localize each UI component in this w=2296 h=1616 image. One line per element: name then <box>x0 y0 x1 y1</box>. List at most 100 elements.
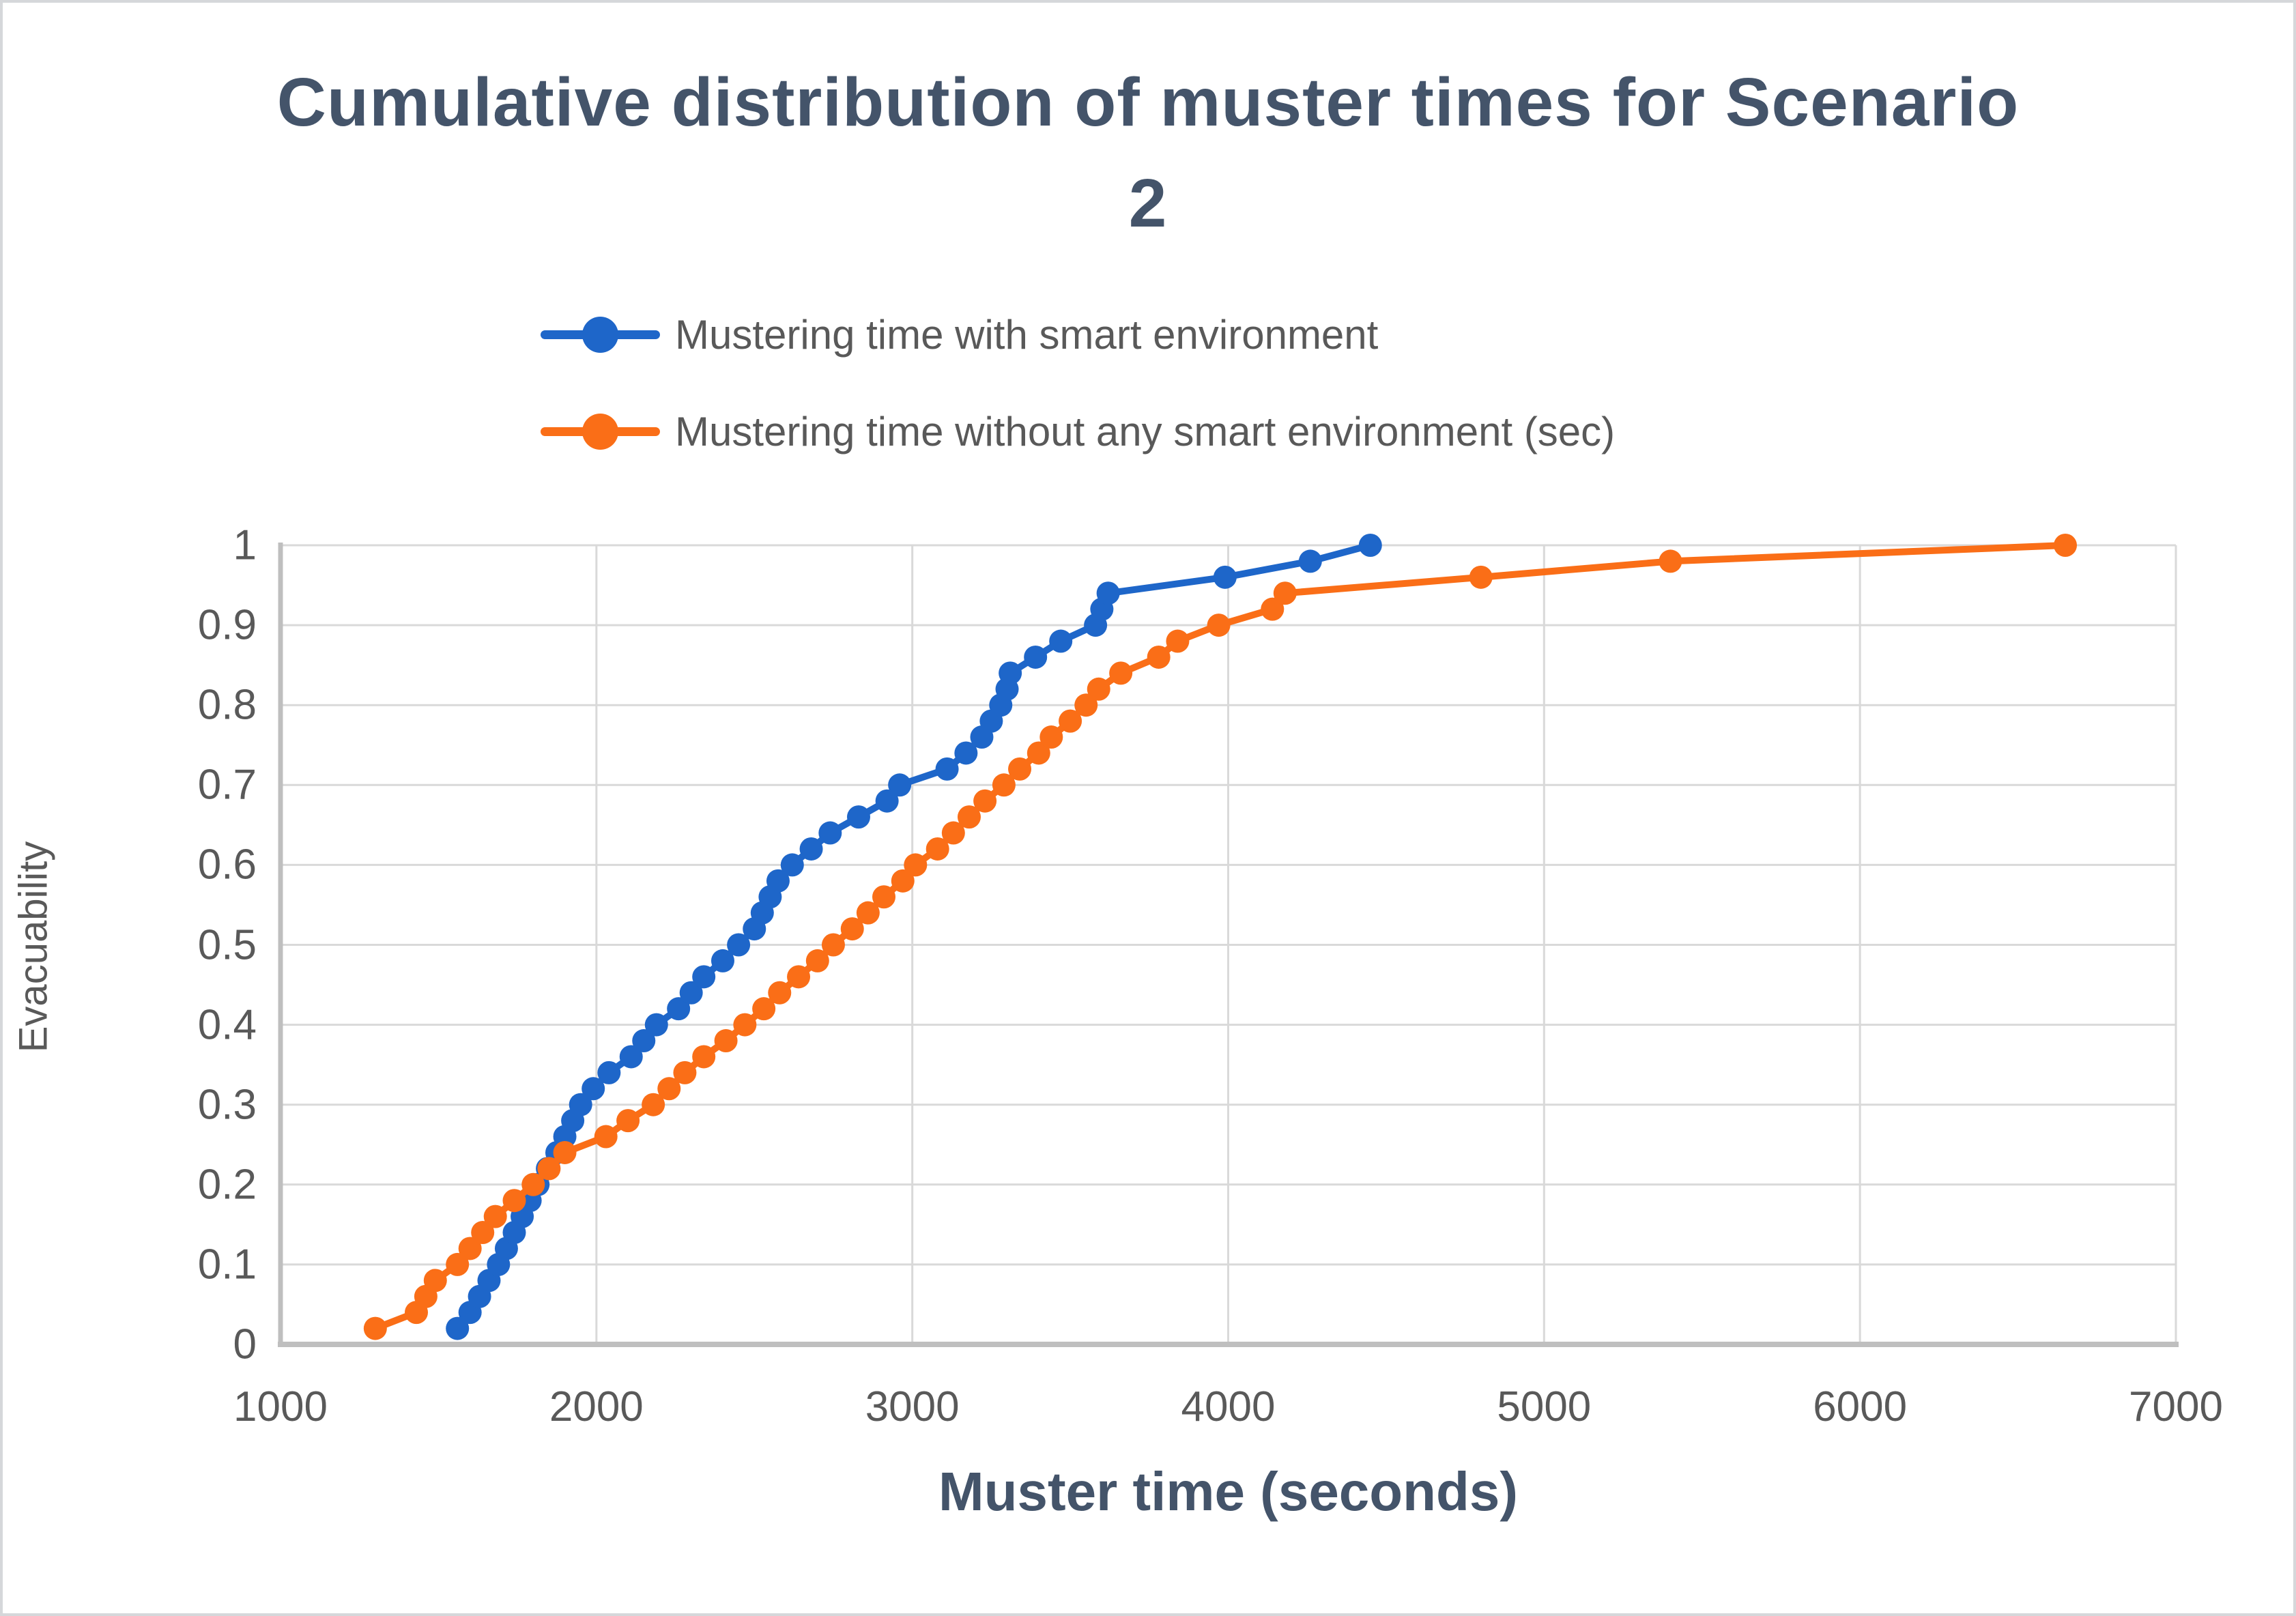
y-tick-label: 1 <box>233 521 257 569</box>
series-marker-1 <box>673 1060 697 1084</box>
series-marker-1 <box>733 1013 757 1037</box>
series-marker-1 <box>502 1189 526 1213</box>
series-marker-0 <box>597 1060 621 1084</box>
legend-item-smart: Mustering time with smart environment <box>541 300 1615 369</box>
series-marker-1 <box>891 869 915 893</box>
series-marker-0 <box>1358 534 1382 557</box>
series-marker-1 <box>1074 693 1098 717</box>
series-marker-0 <box>727 933 751 957</box>
series-marker-1 <box>657 1077 681 1101</box>
series-marker-0 <box>632 1029 656 1053</box>
series-marker-1 <box>856 901 880 925</box>
series-marker-1 <box>872 885 896 909</box>
series-marker-0 <box>888 773 912 797</box>
series-marker-1 <box>787 965 811 989</box>
series-marker-1 <box>1273 581 1297 605</box>
series-marker-0 <box>935 757 959 781</box>
series-marker-1 <box>423 1269 447 1293</box>
x-tick-label: 2000 <box>549 1383 644 1430</box>
series-marker-0 <box>582 1077 605 1101</box>
y-tick-label: 0.3 <box>197 1081 257 1129</box>
series-marker-1 <box>925 837 949 861</box>
y-tick-label: 0.6 <box>197 841 257 889</box>
y-tick-label: 0.5 <box>197 921 257 968</box>
series-marker-1 <box>594 1125 618 1149</box>
plot-area <box>278 534 2179 1347</box>
series-marker-1 <box>714 1029 738 1053</box>
series-marker-1 <box>1261 597 1285 621</box>
series-marker-1 <box>821 933 845 957</box>
x-tick-label: 3000 <box>865 1383 960 1430</box>
legend-item-no-smart: Mustering time without any smart environ… <box>541 397 1615 465</box>
x-axis-title: Muster time (seconds) <box>938 1461 1519 1522</box>
y-tick-label: 0.2 <box>197 1161 257 1209</box>
legend-label-no-smart: Mustering time without any smart environ… <box>675 408 1616 454</box>
series-line-1 <box>371 542 2069 1332</box>
legend-dot-blue <box>582 317 618 353</box>
series-marker-0 <box>954 741 978 765</box>
series-marker-1 <box>941 821 965 845</box>
series-marker-1 <box>805 949 829 972</box>
series-line-0 <box>454 542 1374 1332</box>
x-tick-label: 4000 <box>1181 1383 1276 1430</box>
series-marker-0 <box>446 1316 470 1340</box>
chart-title-line2: 2 <box>1128 165 1168 242</box>
series-marker-0 <box>875 789 899 813</box>
series-marker-1 <box>1207 614 1231 637</box>
y-tick-label: 0.4 <box>197 1001 257 1049</box>
x-tick-label: 6000 <box>1813 1383 1908 1430</box>
series-marker-1 <box>692 1045 716 1069</box>
series-marker-1 <box>992 773 1016 797</box>
legend-label-smart: Mustering time with smart environment <box>675 311 1379 358</box>
series-marker-1 <box>840 917 864 941</box>
y-tick-label: 0 <box>233 1321 257 1368</box>
series-marker-0 <box>619 1045 643 1069</box>
x-tick-label: 1000 <box>233 1383 328 1430</box>
series-marker-0 <box>1049 629 1073 653</box>
series-marker-1 <box>1059 709 1082 733</box>
legend-dot-orange <box>582 414 618 450</box>
series-marker-1 <box>1166 629 1190 653</box>
series-marker-0 <box>799 837 823 861</box>
legend-marker-blue-icon <box>541 300 660 369</box>
series-marker-1 <box>957 805 981 829</box>
series-marker-0 <box>766 869 790 893</box>
series-marker-0 <box>711 949 734 972</box>
series-marker-1 <box>1087 677 1110 701</box>
chart-title-line1: Cumulative distribution of muster times … <box>276 64 2020 141</box>
y-axis-title: Evacuability <box>11 841 56 1053</box>
series-marker-1 <box>904 853 928 877</box>
series-marker-1 <box>537 1157 561 1181</box>
chart-title: Cumulative distribution of muster times … <box>3 52 2293 254</box>
series-marker-1 <box>471 1221 495 1245</box>
series-marker-1 <box>1469 565 1493 589</box>
y-tick-label: 0.8 <box>197 681 257 729</box>
series-marker-1 <box>521 1172 545 1196</box>
y-tick-label: 0.7 <box>197 761 257 809</box>
x-tick-label: 7000 <box>2129 1383 2223 1430</box>
series-marker-1 <box>752 997 776 1021</box>
series-marker-0 <box>846 805 870 829</box>
series-marker-1 <box>1008 757 1032 781</box>
series-marker-1 <box>768 981 792 1005</box>
series-marker-0 <box>679 981 703 1005</box>
series-marker-0 <box>1096 581 1120 605</box>
series-marker-1 <box>483 1204 507 1228</box>
legend: Mustering time with smart environment Mu… <box>541 300 1615 494</box>
series-marker-0 <box>569 1093 592 1116</box>
series-marker-1 <box>1039 725 1063 749</box>
series-marker-0 <box>780 853 804 877</box>
series-marker-1 <box>458 1237 482 1260</box>
series-marker-0 <box>999 661 1022 685</box>
x-tick-label: 5000 <box>1497 1383 1592 1430</box>
series-marker-1 <box>1027 741 1050 765</box>
legend-marker-orange-icon <box>541 397 660 465</box>
y-tick-label: 0.1 <box>197 1241 257 1288</box>
series-marker-1 <box>446 1252 470 1276</box>
series-marker-0 <box>1298 549 1322 573</box>
series-marker-1 <box>1109 661 1133 685</box>
series-marker-0 <box>1024 645 1048 669</box>
series-marker-1 <box>1147 645 1171 669</box>
series-marker-1 <box>2054 534 2078 557</box>
series-marker-1 <box>363 1316 387 1340</box>
